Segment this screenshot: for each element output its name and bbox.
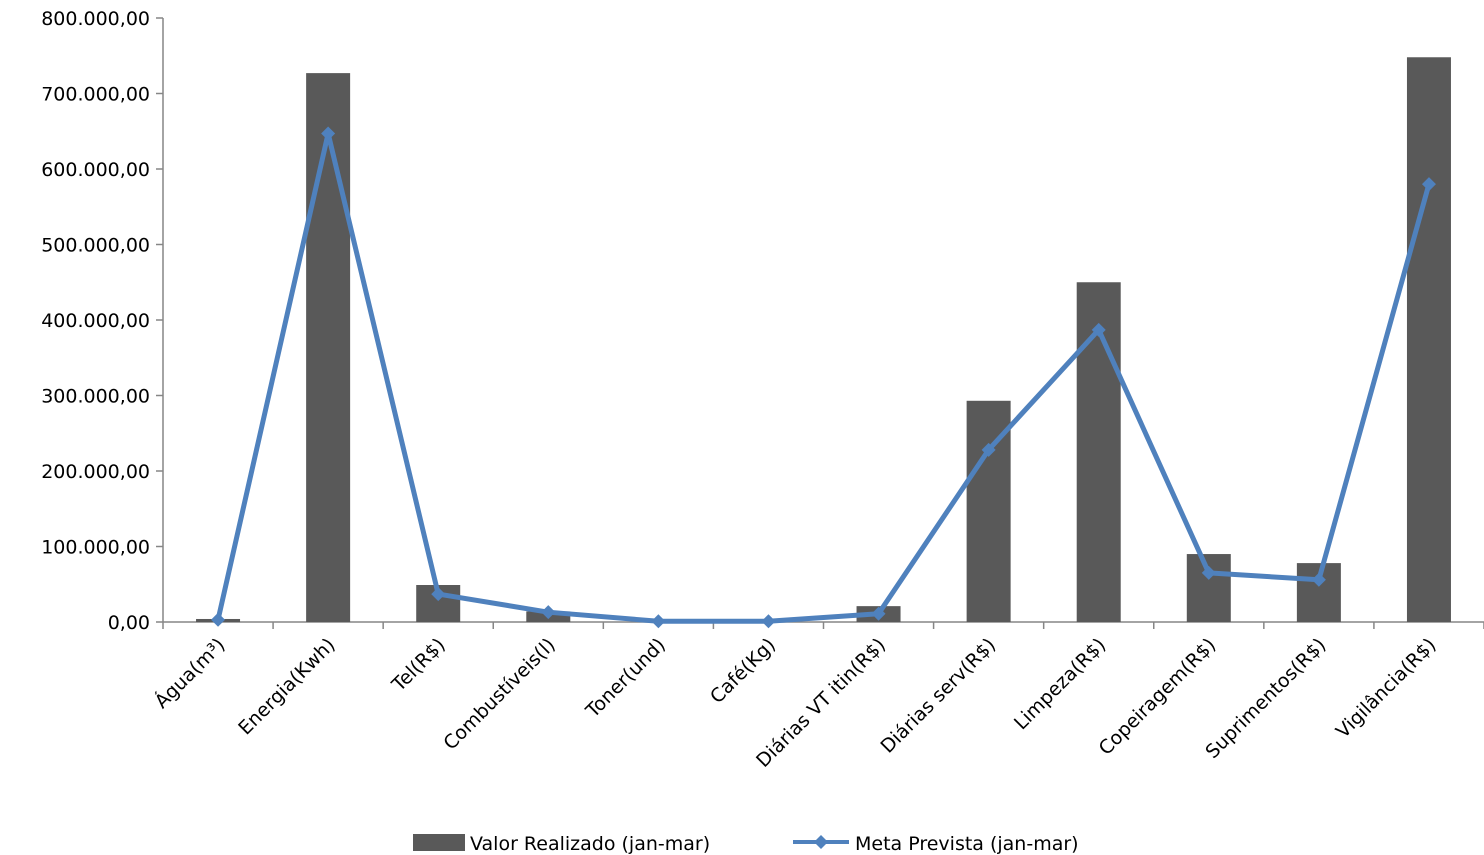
bar: [306, 73, 351, 623]
x-tick-label: Diárias serv(R$): [876, 634, 1000, 758]
y-tick-label: 800.000,00: [41, 8, 150, 30]
series-line: [215, 131, 1432, 624]
y-tick-label: 500.000,00: [41, 235, 150, 257]
line-point: [761, 614, 776, 629]
y-tick-label: 0,00: [108, 612, 150, 634]
bar-series: [196, 57, 1451, 623]
line-point: [871, 606, 886, 621]
legend-swatch-bar: [413, 834, 465, 851]
bar: [1406, 57, 1451, 622]
line-point: [1201, 565, 1216, 580]
x-tick-label: Café(Kg): [706, 634, 780, 708]
x-tick-label: Vigilância(R$): [1332, 634, 1441, 743]
legend-marker-diamond: [814, 835, 828, 849]
x-tick-label: Toner(und): [581, 634, 670, 723]
y-tick-label: 400.000,00: [41, 310, 150, 332]
bar: [966, 400, 1011, 622]
x-tick-label: Água(m³): [150, 633, 230, 713]
line-point: [541, 605, 556, 620]
x-axis-labels: Água(m³) Energia(Kwh) Tel(R$)Combustíveis(…: [150, 633, 1441, 772]
y-tick-label: 300.000,00: [41, 386, 150, 408]
y-tick-label: 700.000,00: [41, 84, 150, 106]
line-point: [211, 612, 226, 627]
x-tick-label: Copeiragem(R$): [1095, 634, 1221, 760]
line-point: [321, 126, 336, 141]
x-tick-label: Suprimentos(R$): [1201, 634, 1330, 763]
y-tick-label: 600.000,00: [41, 159, 150, 181]
y-tick-label: 200.000,00: [41, 461, 150, 483]
line-point: [651, 614, 666, 629]
x-tick-label: Tel(R$): [387, 634, 450, 697]
line-series: [211, 126, 1436, 629]
x-tick-label: Limpeza(R$): [1010, 634, 1110, 734]
line-point: [981, 442, 996, 457]
line-point: [1091, 322, 1106, 337]
legend: Valor Realizado (jan-mar) Meta Prevista …: [413, 833, 1079, 855]
line-point: [1421, 177, 1436, 192]
y-axis-labels: 0,00 100.000,00 200.000,00 300.000,00 400.00…: [41, 8, 150, 634]
line-point: [1311, 572, 1326, 587]
x-tick-label: Combustíveis(l): [439, 634, 559, 754]
bar: [1076, 282, 1121, 622]
legend-label-line: Meta Prevista (jan-mar): [855, 833, 1079, 855]
y-tick-label: 100.000,00: [41, 537, 150, 559]
legend-label-bar: Valor Realizado (jan-mar): [470, 833, 710, 855]
x-tick-label: Energia(Kwh): [234, 634, 339, 739]
axes: [156, 17, 1484, 629]
bar: [1186, 554, 1231, 622]
line-point: [431, 587, 446, 602]
